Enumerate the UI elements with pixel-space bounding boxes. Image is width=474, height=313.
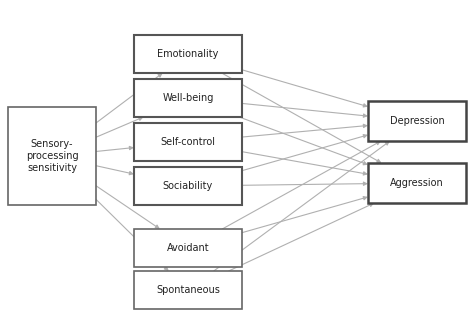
FancyBboxPatch shape	[8, 107, 96, 205]
Text: Self-control: Self-control	[161, 137, 216, 147]
FancyBboxPatch shape	[368, 101, 466, 141]
Text: Depression: Depression	[390, 116, 444, 126]
Text: Avoidant: Avoidant	[167, 243, 210, 253]
Text: Aggression: Aggression	[390, 178, 444, 188]
FancyBboxPatch shape	[134, 35, 242, 73]
FancyBboxPatch shape	[134, 229, 242, 267]
Text: Well-being: Well-being	[162, 93, 214, 103]
FancyBboxPatch shape	[134, 123, 242, 161]
Text: Sensory-
processing
sensitivity: Sensory- processing sensitivity	[26, 139, 78, 173]
Text: Spontaneous: Spontaneous	[156, 285, 220, 295]
FancyBboxPatch shape	[134, 79, 242, 117]
FancyBboxPatch shape	[134, 271, 242, 309]
Text: Sociability: Sociability	[163, 181, 213, 191]
FancyBboxPatch shape	[368, 163, 466, 203]
Text: Emotionality: Emotionality	[157, 49, 219, 59]
FancyBboxPatch shape	[134, 167, 242, 205]
